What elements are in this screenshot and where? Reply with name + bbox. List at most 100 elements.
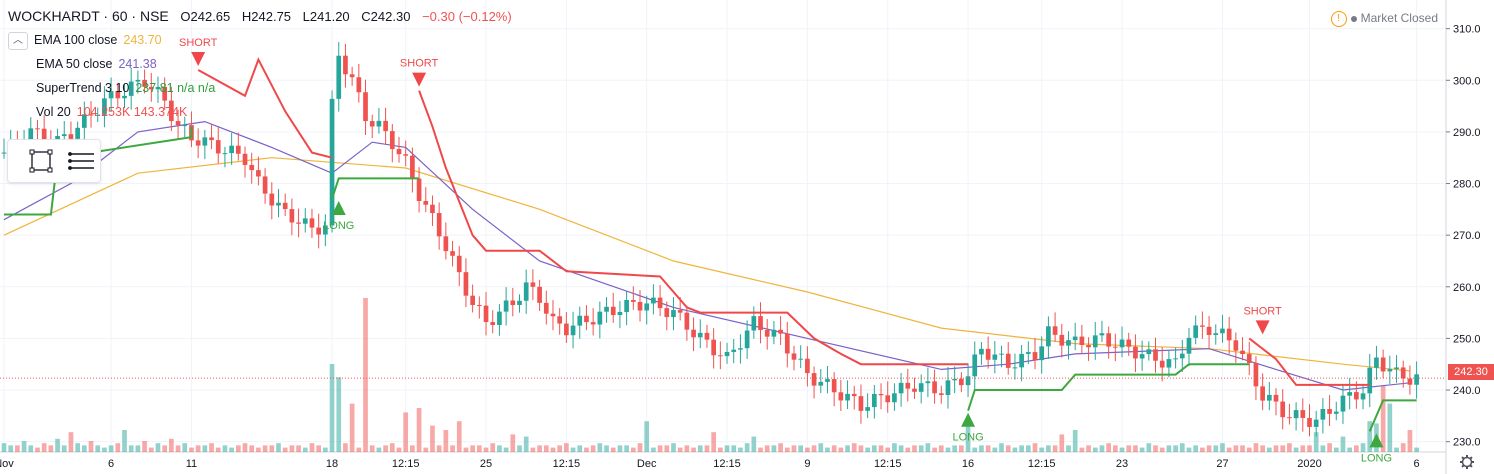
short-signal-label: SHORT: [179, 37, 218, 49]
volume-bar: [1119, 447, 1125, 452]
candle-body: [878, 393, 884, 396]
candle-body: [677, 310, 683, 313]
volume-bar: [175, 445, 181, 452]
chevron-up-icon[interactable]: ︿: [8, 32, 28, 50]
volume-bar: [410, 445, 415, 452]
volume-bar: [403, 412, 409, 452]
legend-ema50-value: 241.38: [118, 57, 157, 71]
legend-supertrend-value: 237.81 n/a n/a: [135, 81, 216, 95]
volume-bar: [543, 445, 549, 452]
volume-bar: [905, 447, 911, 452]
candle-body: [155, 86, 161, 90]
volume-bar: [269, 445, 275, 452]
candle-body: [1407, 378, 1413, 385]
candle-body: [831, 379, 837, 393]
candle-body: [61, 134, 67, 137]
volume-bar: [751, 436, 757, 452]
volume-bar: [88, 441, 94, 452]
volume-bar: [463, 447, 469, 452]
volume-bar: [235, 445, 241, 452]
candle-body: [564, 323, 569, 336]
candle-body: [1179, 353, 1185, 359]
y-tick-label: 310.0: [1453, 24, 1481, 36]
volume-bar: [805, 447, 810, 452]
volume-bar: [1360, 443, 1366, 452]
volume-bar: [61, 445, 67, 452]
candle-body: [1, 152, 7, 154]
x-tick-label: 23: [1116, 458, 1128, 470]
rectangle-tool-icon[interactable]: [29, 149, 53, 173]
volume-bar: [1354, 445, 1359, 452]
candle-body: [784, 333, 790, 354]
symbol-title[interactable]: WOCKHARDT · 60 · NSE: [8, 8, 169, 24]
volume-bar: [871, 445, 877, 452]
volume-bar: [838, 447, 844, 452]
volume-bar: [75, 443, 80, 452]
legend-ema50[interactable]: EMA 50 close 241.38: [8, 56, 221, 80]
candle-body: [651, 297, 656, 304]
ohlc-low: L241.20: [302, 9, 350, 24]
volume-bar: [1059, 434, 1065, 452]
candle-body: [182, 125, 188, 127]
volume-bar: [483, 447, 489, 452]
volume-bar: [363, 298, 368, 452]
market-status[interactable]: ! Market Closed: [1330, 11, 1438, 27]
volume-bar: [1220, 443, 1225, 452]
candle-body: [523, 282, 529, 301]
hamburger-menu-icon[interactable]: [68, 152, 94, 170]
volume-bar: [811, 445, 817, 452]
candle-body: [825, 379, 830, 382]
candle-body: [918, 383, 924, 392]
x-tick-label: 25: [480, 458, 492, 470]
candle-body: [811, 373, 817, 386]
candle-body: [731, 349, 737, 352]
volume-bar: [771, 445, 777, 452]
volume-bar: [1414, 447, 1419, 452]
volume-bar: [383, 445, 388, 452]
volume-bar: [122, 430, 127, 452]
volume-bar: [925, 443, 931, 452]
volume-bar: [617, 445, 623, 452]
candle-body: [1293, 410, 1299, 419]
volume-bar: [778, 443, 783, 452]
candle-body: [1066, 340, 1071, 346]
volume-bar: [657, 445, 663, 452]
volume-bar: [1266, 447, 1272, 452]
volume-bar: [456, 421, 462, 452]
y-tick-label: 260.0: [1453, 282, 1481, 294]
legend-volume[interactable]: Vol 20 104.253K 143.374K: [8, 104, 221, 128]
volume-bar: [1293, 447, 1299, 452]
warning-icon[interactable]: !: [1330, 11, 1347, 27]
candle-body: [1079, 336, 1085, 345]
volume-bar: [430, 425, 435, 452]
candle-body: [818, 381, 824, 386]
candle-body: [1119, 339, 1125, 348]
volume-bar: [195, 445, 201, 452]
candle-body: [1300, 410, 1306, 418]
candle-body: [691, 329, 696, 338]
volume-bar: [242, 443, 248, 452]
candle-body: [617, 311, 623, 316]
candle-body: [235, 145, 241, 154]
volume-bar: [664, 445, 670, 452]
ohlc-open: O242.65: [180, 9, 231, 24]
volume-bar: [1079, 447, 1085, 452]
gear-icon[interactable]: [1460, 455, 1474, 469]
candle-body: [965, 376, 971, 386]
volume-bar: [1260, 445, 1265, 452]
legend-ema100-value: 243.70: [123, 33, 162, 48]
volume-bar: [718, 447, 723, 452]
candle-body: [222, 153, 228, 155]
volume-bar: [95, 445, 101, 452]
candle-body: [1139, 354, 1145, 359]
supertrend-up-line: [331, 177, 420, 200]
candle-body: [1039, 346, 1045, 361]
legend-supertrend[interactable]: SuperTrend 3 10 237.81 n/a n/a: [8, 80, 221, 104]
legend-ema100[interactable]: ︿ EMA 100 close 243.70: [8, 32, 221, 56]
volume-bar: [865, 447, 870, 452]
candle-body: [75, 127, 80, 139]
candle-body: [1226, 328, 1232, 341]
candle-body: [1367, 367, 1373, 394]
volume-bar: [644, 421, 650, 452]
